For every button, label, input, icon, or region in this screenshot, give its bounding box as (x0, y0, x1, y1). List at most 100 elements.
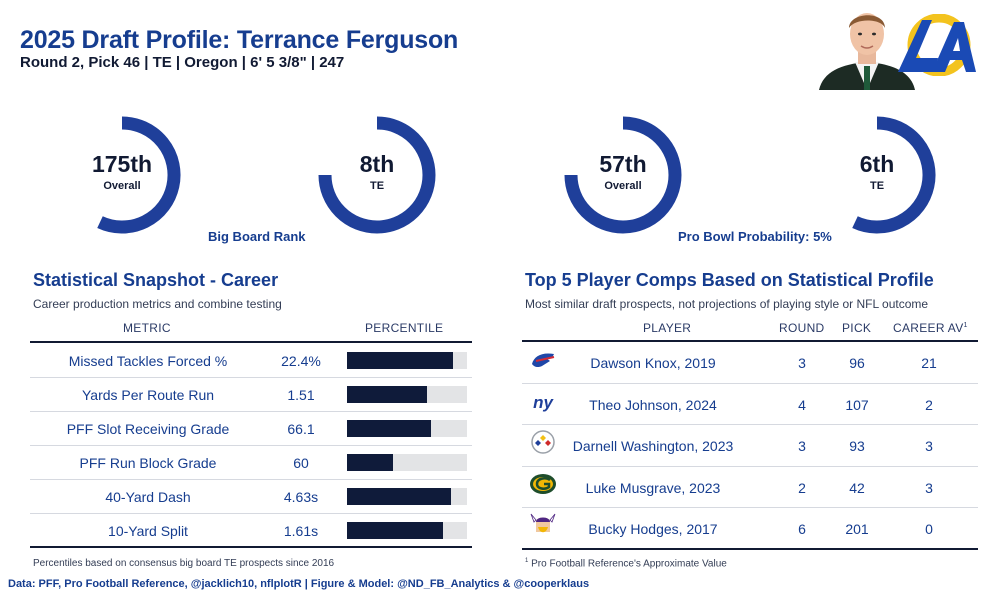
row-divider (30, 411, 472, 412)
pro-bowl-overall-label: Overall (604, 180, 642, 192)
rams-la-logo (892, 13, 978, 77)
metric-name: PFF Slot Receiving Grade (66, 421, 230, 437)
metric-name: Yards Per Route Run (81, 387, 215, 403)
comp-pick: 42 (849, 480, 865, 496)
percentile-bar (347, 454, 467, 471)
percentile-fill (347, 420, 431, 437)
metric-name: 10-Yard Split (108, 523, 188, 539)
metric-name: Missed Tackles Forced % (68, 353, 228, 369)
metric-value: 1.61s (283, 523, 319, 539)
comp-career-av: 2 (925, 397, 933, 413)
pro-bowl-overall-ring: 57th Overall (563, 115, 683, 235)
comp-player-name: Darnell Washington, 2023 (572, 438, 734, 454)
big-board-overall-label: Overall (103, 180, 141, 192)
metric-column-header: METRIC (123, 321, 171, 335)
career-av-label: CAREER AV (893, 321, 964, 335)
snapshot-subtitle: Career production metrics and combine te… (33, 297, 282, 311)
comp-career-av: 3 (925, 438, 933, 454)
metric-name: 40-Yard Dash (105, 489, 191, 505)
metric-value: 1.51 (287, 387, 315, 403)
comp-round: 3 (798, 355, 806, 371)
percentile-fill (347, 522, 443, 539)
ring-arc-icon (318, 116, 436, 234)
ring-arc-icon (852, 116, 936, 234)
comp-player-name: Theo Johnson, 2024 (589, 397, 717, 413)
career-av-column-header: CAREER AV1 (893, 321, 968, 335)
packers-logo-icon (528, 472, 558, 496)
player-column-header: PLAYER (643, 321, 692, 335)
comps-footnote: 1 Pro Football Reference's Approximate V… (525, 558, 727, 569)
big-board-position-rank: 8th (359, 151, 395, 177)
pro-bowl-overall-rank: 57th (599, 151, 647, 177)
giants-logo-icon: ny (528, 389, 558, 413)
career-av-footnote-mark: 1 (963, 322, 968, 329)
ring-arc-icon (564, 116, 682, 234)
comp-career-av: 0 (925, 521, 933, 537)
row-divider (522, 507, 978, 508)
percentile-bar (347, 488, 467, 505)
snapshot-title: Statistical Snapshot - Career (33, 270, 279, 290)
comp-pick: 96 (849, 355, 865, 371)
comp-pick: 93 (849, 438, 865, 454)
big-board-position-ring: 8th TE (317, 115, 437, 235)
big-board-overall-ring: 175th Overall (62, 115, 182, 235)
comp-round: 6 (798, 521, 806, 537)
row-divider (522, 466, 978, 467)
svg-text:ny: ny (533, 393, 554, 412)
snapshot-header-rule (30, 341, 472, 343)
percentile-fill (347, 454, 393, 471)
pro-bowl-caption: Pro Bowl Probability: 5% (678, 229, 832, 244)
comp-pick: 107 (845, 397, 869, 413)
comp-career-av: 3 (925, 480, 933, 496)
comp-round: 2 (798, 480, 806, 496)
steelers-logo-icon (528, 430, 558, 454)
row-divider (30, 377, 472, 378)
comp-round: 4 (798, 397, 806, 413)
metric-value: 66.1 (287, 421, 315, 437)
metric-value: 4.63s (283, 489, 319, 505)
comp-pick: 201 (845, 521, 869, 537)
comp-player-name: Dawson Knox, 2019 (590, 355, 716, 371)
comps-footnote-text: Pro Football Reference's Approximate Val… (531, 558, 727, 570)
percentile-fill (347, 386, 427, 403)
pro-bowl-position-ring: 6th TE (817, 115, 937, 235)
big-board-position-label: TE (369, 180, 385, 192)
percentile-column-header: PERCENTILE (365, 321, 444, 335)
comp-round: 3 (798, 438, 806, 454)
row-divider (30, 445, 472, 446)
percentile-bar (347, 352, 467, 369)
snapshot-footnote: Percentiles based on consensus big board… (33, 558, 335, 569)
comp-player-name: Luke Musgrave, 2023 (585, 480, 721, 496)
comp-career-av: 21 (921, 355, 937, 371)
percentile-bar (347, 522, 467, 539)
percentile-bar (347, 420, 467, 437)
round-column-header: ROUND (779, 321, 825, 335)
player-headshot (815, 6, 919, 90)
percentile-bar (347, 386, 467, 403)
big-board-overall-rank: 175th (91, 151, 153, 177)
metric-name: PFF Run Block Grade (79, 455, 217, 471)
percentile-fill (347, 352, 453, 369)
comps-header-rule (522, 340, 978, 342)
credit-line: Data: PFF, Pro Football Reference, @jack… (8, 578, 590, 590)
row-divider (522, 424, 978, 425)
comps-subtitle: Most similar draft prospects, not projec… (525, 297, 929, 311)
page-title: 2025 Draft Profile: Terrance Ferguson (20, 26, 459, 54)
bills-logo-icon (528, 348, 558, 372)
percentile-fill (347, 488, 451, 505)
row-divider (30, 479, 472, 480)
snapshot-footer-rule (30, 546, 472, 548)
metric-value: 22.4% (281, 353, 321, 369)
ring-arc-icon (97, 116, 181, 234)
row-divider (522, 383, 978, 384)
player-info: Round 2, Pick 46 | TE | Oregon | 6' 5 3/… (20, 54, 345, 71)
comps-footer-rule (522, 548, 978, 550)
comps-title: Top 5 Player Comps Based on Statistical … (525, 270, 934, 290)
metric-value: 60 (293, 455, 309, 471)
pro-bowl-position-label: TE (869, 180, 885, 192)
row-divider (30, 513, 472, 514)
pro-bowl-position-rank: 6th (859, 151, 895, 177)
big-board-caption: Big Board Rank (208, 229, 306, 244)
comps-footnote-mark: 1 (525, 558, 529, 564)
vikings-logo-icon (528, 512, 558, 536)
